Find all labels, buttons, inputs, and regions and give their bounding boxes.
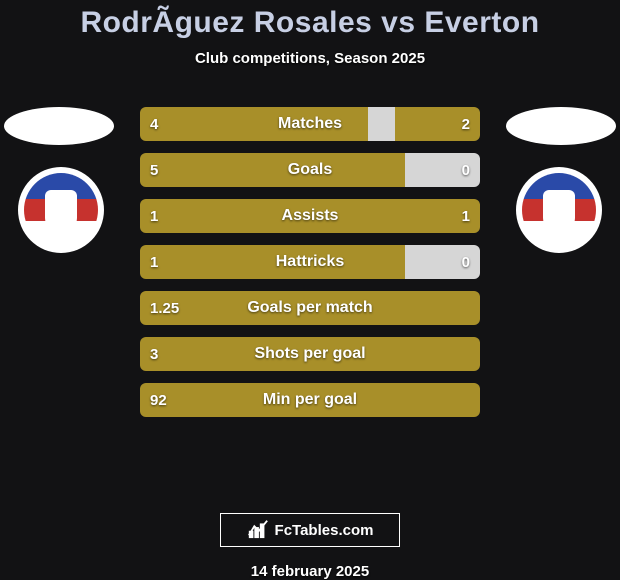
stat-value-left: 5 [150,162,158,179]
club-badge-right-shield [543,190,575,230]
root: RodrÃ­guez Rosales vs Everton Club compe… [0,0,620,580]
stat-row: Goals50 [140,153,480,187]
club-badge-left [18,167,104,253]
stat-row: Goals per match1.25 [140,291,480,325]
stat-value-right: 1 [462,208,470,225]
stat-value-right: 0 [462,162,470,179]
club-badge-left-inner [24,173,98,247]
comparison-date: 14 february 2025 [251,563,369,580]
stat-value-left: 4 [150,116,158,133]
comparison-stage: Matches42Goals50Assists11Hattricks10Goal… [0,107,620,495]
stat-value-left: 1.25 [150,300,179,317]
stat-row: Shots per goal3 [140,337,480,371]
player-right-ellipse [506,107,616,145]
stat-bars: Matches42Goals50Assists11Hattricks10Goal… [140,107,480,417]
player-left-ellipse [4,107,114,145]
logo-text: FcTables.com [275,522,374,539]
club-badge-left-shield [45,190,77,230]
club-badge-right-inner [522,173,596,247]
club-badge-right [516,167,602,253]
stat-value-right: 2 [462,116,470,133]
page-title: RodrÃ­guez Rosales vs Everton [80,6,539,40]
stat-row: Matches42 [140,107,480,141]
fctables-logo[interactable]: FcTables.com [220,513,400,547]
stat-row: Hattricks10 [140,245,480,279]
stat-value-left: 1 [150,254,158,271]
stat-value-left: 3 [150,346,158,363]
stat-value-left: 92 [150,392,167,409]
stat-row: Min per goal92 [140,383,480,417]
stat-value-right: 0 [462,254,470,271]
stat-value-left: 1 [150,208,158,225]
chart-icon [247,517,269,543]
subtitle: Club competitions, Season 2025 [195,50,425,67]
stat-row: Assists11 [140,199,480,233]
